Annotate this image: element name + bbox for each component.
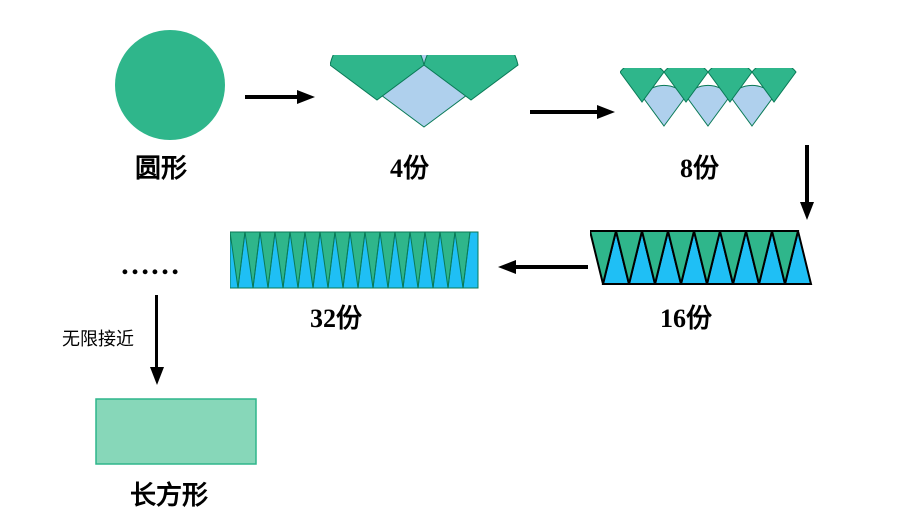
- stage-32-label: 32份: [310, 298, 362, 335]
- rectangle-shape: [95, 398, 257, 465]
- stage-16: [590, 228, 820, 290]
- circle-stage: [115, 30, 225, 140]
- stage-32: [230, 230, 480, 290]
- circle-shape: [115, 30, 225, 140]
- approach-label: 无限接近: [62, 325, 134, 351]
- stage-8: [620, 68, 815, 132]
- stage-8-label: 8份: [680, 148, 719, 185]
- circle-label: 圆形: [135, 148, 187, 185]
- ellipsis: ……: [120, 248, 180, 282]
- stage-16-label: 16份: [660, 298, 712, 335]
- rectangle-stage: [95, 398, 257, 465]
- stage-4-label: 4份: [390, 148, 429, 185]
- rectangle-label: 长方形: [130, 475, 208, 512]
- stage-4-clean: [330, 55, 520, 137]
